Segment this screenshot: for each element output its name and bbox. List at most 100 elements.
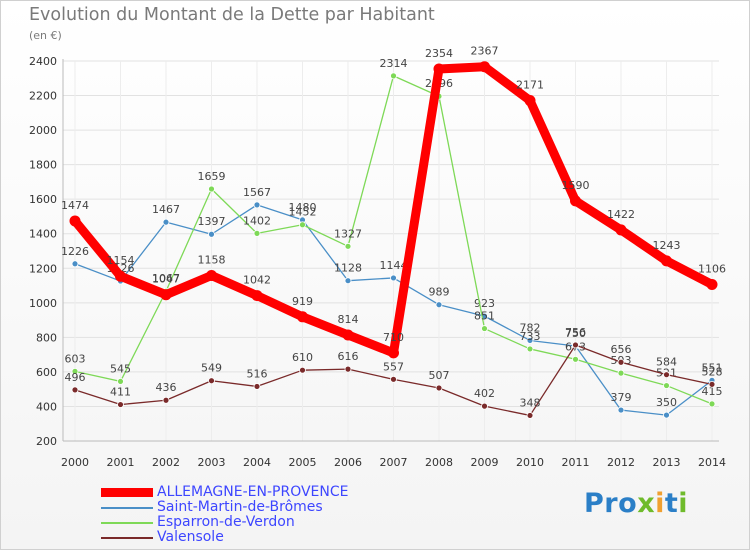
x-tick-label: 2009 (471, 456, 499, 469)
data-point (71, 367, 79, 375)
data-point (617, 369, 625, 377)
chart-unit: (en €) (29, 29, 62, 42)
data-label: 436 (156, 381, 177, 394)
data-label: 528 (702, 365, 723, 378)
data-label: 379 (611, 391, 632, 404)
data-point (160, 289, 172, 301)
data-label: 750 (565, 327, 586, 340)
x-tick-label: 2001 (107, 456, 135, 469)
data-label: 1158 (198, 254, 226, 267)
data-point (526, 412, 534, 419)
data-point (617, 406, 625, 414)
data-point (253, 201, 261, 209)
data-point (206, 270, 217, 282)
data-label: 923 (474, 297, 495, 310)
data-point (208, 230, 215, 238)
data-point (479, 61, 490, 73)
data-point (526, 345, 534, 353)
data-label: 1154 (107, 254, 135, 267)
data-point (344, 277, 352, 285)
data-point (162, 218, 170, 226)
x-tick-label: 2012 (607, 456, 635, 469)
data-point (342, 329, 354, 341)
data-label: 1397 (198, 215, 226, 228)
data-label: 616 (338, 350, 359, 363)
x-tick-label: 2002 (152, 456, 180, 469)
y-tick-label: 1000 (29, 297, 57, 310)
y-tick-label: 400 (36, 400, 57, 413)
data-label: 1226 (61, 245, 89, 258)
x-tick-label: 2005 (289, 456, 317, 469)
y-tick-label: 600 (36, 366, 57, 379)
data-point (390, 72, 397, 80)
data-label: 656 (611, 343, 632, 356)
x-tick-label: 2003 (198, 456, 226, 469)
proxiti-logo: Proxiti (584, 488, 689, 519)
y-tick-label: 200 (36, 435, 57, 448)
data-point (251, 290, 263, 302)
data-label: 1474 (61, 199, 89, 212)
data-label: 814 (338, 313, 359, 326)
data-label: 1067 (152, 272, 180, 285)
legend-label: Valensole (157, 529, 224, 545)
data-label: 1480 (289, 201, 317, 214)
y-tick-label: 1800 (29, 159, 57, 172)
data-label: 989 (429, 286, 450, 299)
data-point (344, 365, 352, 373)
data-point (617, 358, 625, 366)
legend-swatch (101, 488, 153, 497)
data-point (663, 371, 670, 379)
data-label: 733 (520, 330, 541, 343)
data-label: 411 (110, 386, 131, 399)
data-point (661, 255, 672, 267)
data-label: 710 (383, 331, 404, 344)
x-tick-label: 2011 (562, 456, 590, 469)
legend-swatch (101, 537, 153, 539)
legend-swatch (101, 507, 153, 509)
data-point (663, 382, 670, 389)
data-label: 1042 (243, 274, 271, 287)
data-label: 551 (702, 361, 723, 374)
data-point (615, 224, 627, 236)
data-point (708, 400, 716, 408)
data-label: 1590 (562, 179, 590, 192)
data-point (390, 375, 397, 383)
data-label: 415 (702, 385, 723, 398)
legend-label: ALLEMAGNE-EN-PROVENCE (157, 484, 349, 500)
data-label: 507 (429, 369, 450, 382)
x-tick-label: 2010 (516, 456, 544, 469)
data-label: 1467 (152, 203, 180, 216)
data-point (708, 380, 716, 388)
data-point (572, 341, 579, 349)
y-tick-label: 2200 (29, 90, 57, 103)
data-point (481, 325, 488, 332)
data-point (388, 347, 399, 359)
data-point (71, 386, 79, 394)
x-tick-label: 2000 (61, 456, 89, 469)
y-tick-label: 2400 (29, 55, 57, 68)
data-point (115, 270, 126, 282)
data-label: 1047 (152, 273, 180, 286)
data-label: 1452 (289, 206, 317, 219)
data-label: 348 (520, 396, 541, 409)
x-tick-label: 2006 (334, 456, 362, 469)
data-label: 2171 (516, 79, 544, 92)
data-label: 549 (201, 362, 222, 375)
chart-title: Evolution du Montant de la Dette par Hab… (29, 5, 435, 25)
data-label: 919 (292, 295, 313, 308)
data-label: 584 (656, 356, 677, 369)
data-label: 1128 (334, 262, 362, 275)
data-point (390, 274, 397, 282)
data-point (435, 384, 443, 392)
legend-swatch (101, 522, 153, 524)
data-label: 1327 (334, 227, 362, 240)
data-point (481, 402, 488, 410)
data-point (299, 366, 306, 374)
data-label: 756 (565, 326, 586, 339)
x-tick-label: 2007 (380, 456, 408, 469)
data-label: 496 (65, 371, 86, 384)
data-point (299, 221, 306, 229)
data-label: 2367 (471, 45, 499, 58)
data-point (344, 242, 352, 250)
